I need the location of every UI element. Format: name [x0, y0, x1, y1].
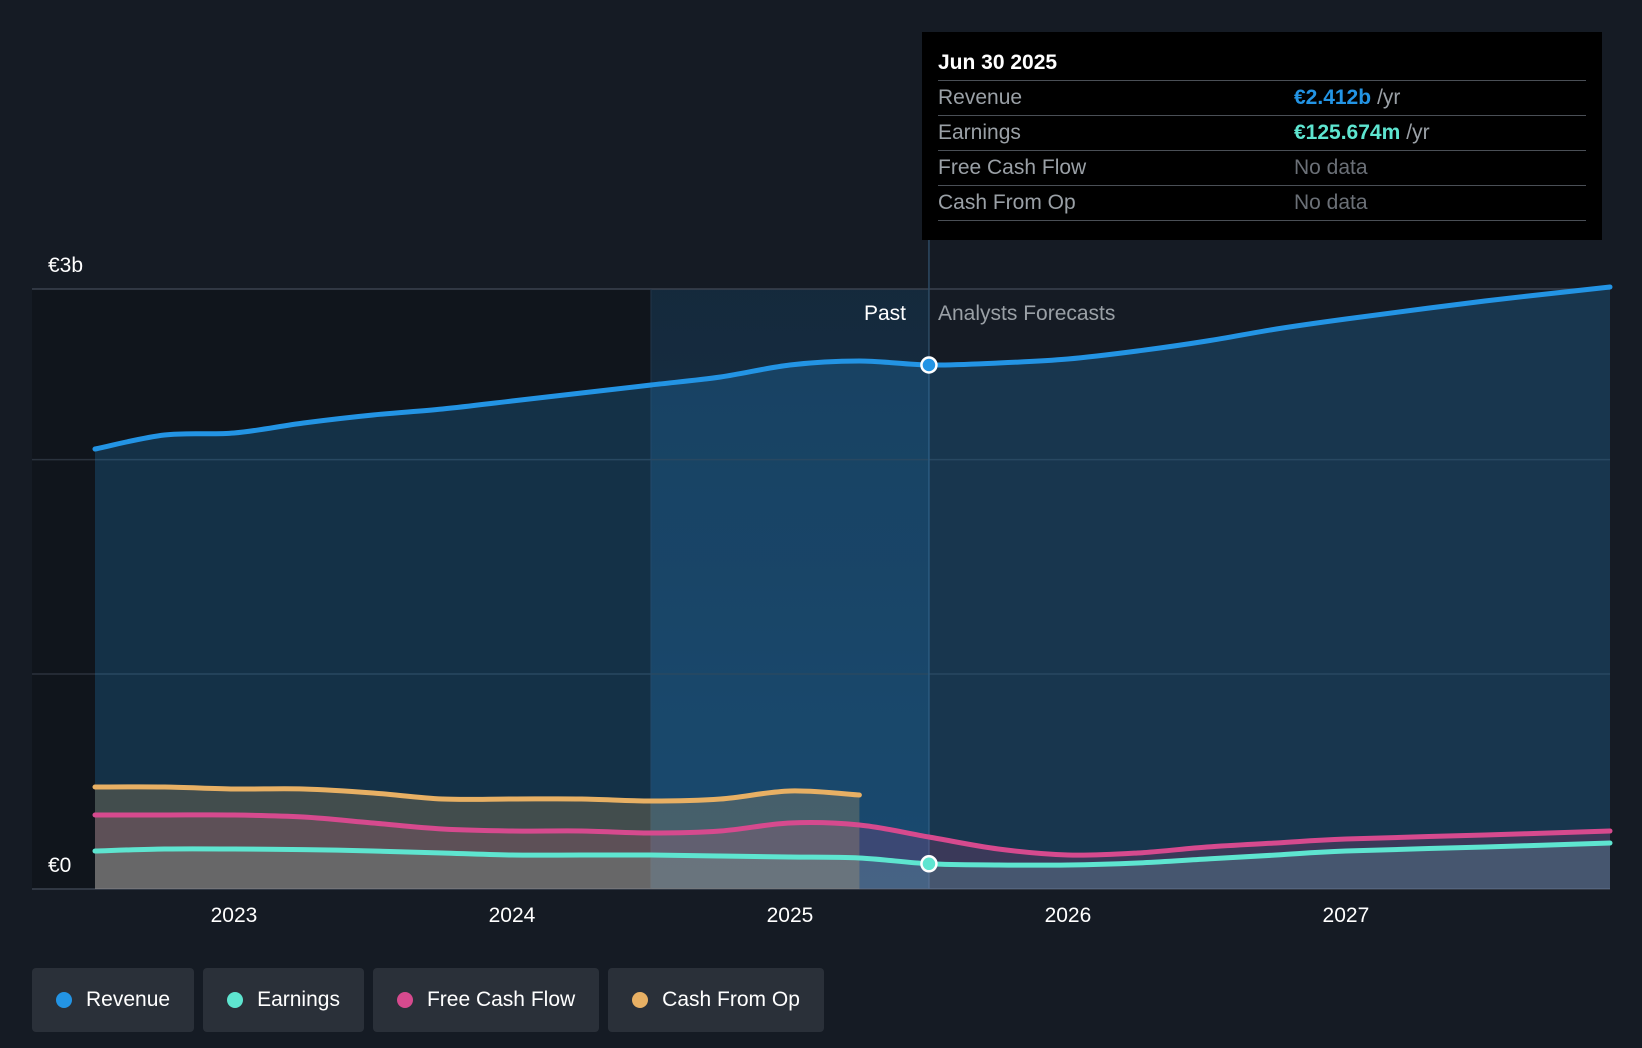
tooltip-row-label: Free Cash Flow [938, 156, 1087, 179]
tooltip-row-label: Revenue [938, 86, 1023, 109]
tooltip-row-unit: /yr [1406, 121, 1430, 144]
tooltip-row-earnings: Earnings €125.674m /yr [938, 115, 1586, 150]
tooltip-row-label: Cash From Op [938, 191, 1076, 214]
legend-item-earnings[interactable]: Earnings [203, 968, 364, 1032]
tooltip-row-free-cash-flow: Free Cash Flow No data [938, 150, 1586, 185]
line-free-cash-flow [92, 812, 1613, 858]
x-tick-label: 2024 [489, 904, 536, 927]
x-tick-label: 2025 [767, 904, 814, 927]
legend-item-revenue[interactable]: Revenue [32, 968, 195, 1032]
legend-dot-icon [632, 992, 649, 1008]
x-tick-label: 2026 [1045, 904, 1092, 927]
line-earnings [92, 840, 1613, 868]
tooltip-row-cash-from-op: Cash From Op No data [938, 185, 1586, 221]
x-tick-label: 2027 [1323, 904, 1370, 927]
legend-item-free-cash-flow[interactable]: Free Cash Flow [372, 968, 600, 1032]
legend: Revenue Earnings Free Cash Flow Cash Fro… [32, 968, 824, 1032]
marker-revenue[interactable] [920, 356, 938, 374]
tooltip-row-value: €125.674m [1294, 121, 1401, 144]
tooltip-row-revenue: Revenue €2.412b /yr [938, 80, 1586, 115]
tooltip-row-label: Earnings [938, 121, 1021, 144]
marker-earnings[interactable] [920, 855, 938, 873]
area-cash-from-op [95, 786, 860, 889]
area-free-cash-flow [95, 814, 1610, 889]
y-axis-zero-label: €0 [48, 854, 71, 877]
legend-label: Free Cash Flow [426, 988, 576, 1011]
past-label: Past [864, 302, 906, 325]
legend-dot-icon [396, 992, 413, 1008]
tooltip-row-value: €2.412b [1294, 86, 1372, 109]
tooltip-date: Jun 30 2025 [938, 51, 1058, 74]
tooltip-row-value: No data [1294, 156, 1368, 179]
area-revenue [95, 287, 1610, 889]
line-cash-from-op [92, 784, 862, 804]
line-revenue [92, 284, 1613, 452]
legend-item-cash-from-op[interactable]: Cash From Op [608, 968, 824, 1032]
forecast-label: Analysts Forecasts [938, 302, 1115, 325]
y-axis-max-label: €3b [48, 254, 83, 277]
tooltip-row-unit: /yr [1377, 86, 1401, 109]
legend-dot-icon [56, 992, 72, 1008]
x-tick-label: 2023 [211, 904, 258, 927]
legend-label: Cash From Op [662, 988, 800, 1011]
legend-label: Earnings [257, 988, 340, 1011]
tooltip: Jun 30 2025 Revenue €2.412b /yr Earnings… [922, 32, 1602, 240]
tooltip-row-value: No data [1294, 191, 1368, 214]
legend-dot-icon [227, 992, 244, 1008]
legend-label: Revenue [86, 988, 171, 1011]
